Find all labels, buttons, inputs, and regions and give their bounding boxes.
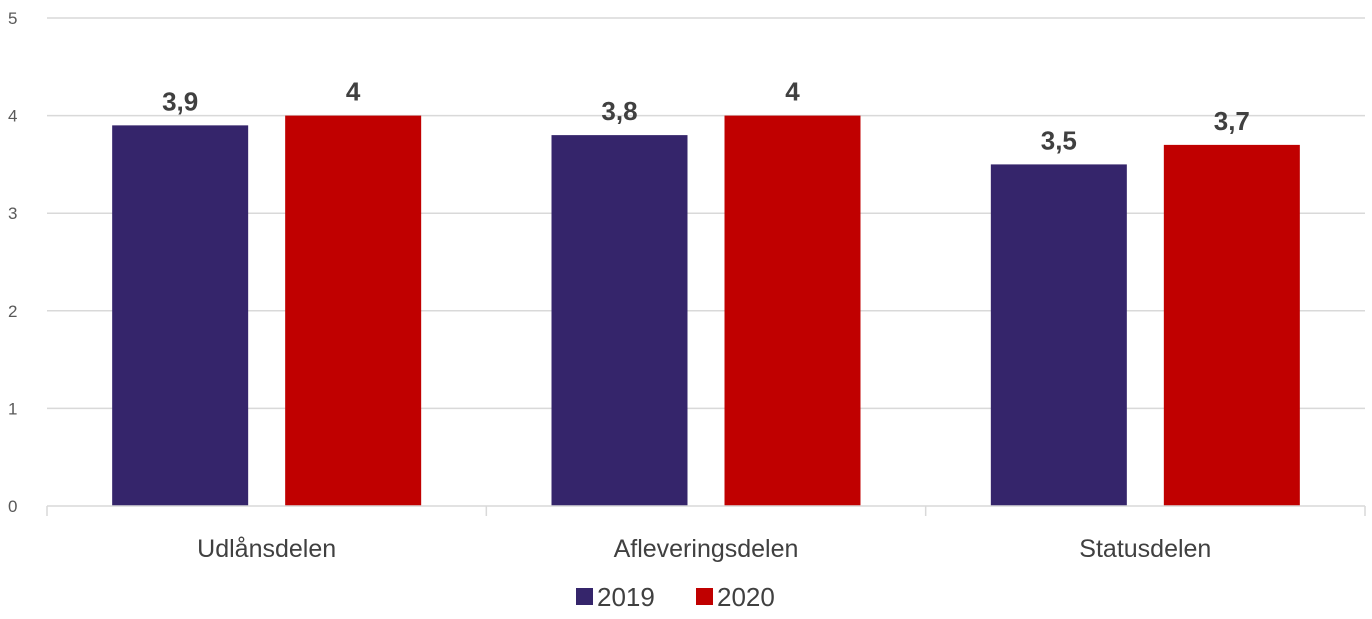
data-label: 4 [785, 77, 800, 107]
x-axis: Udlånsdelen Afleveringsdelen Statusdelen [46, 505, 1366, 563]
legend: 2019 2020 [576, 582, 775, 612]
y-tick-label: 4 [8, 107, 17, 126]
x-tick-label: Udlånsdelen [197, 535, 336, 563]
legend-item-2020: 2020 [696, 582, 775, 612]
data-label: 3,7 [1214, 106, 1250, 136]
y-tick-label: 3 [8, 204, 17, 223]
data-label: 3,9 [162, 86, 198, 116]
y-tick-label: 5 [8, 9, 17, 28]
legend-swatch [576, 588, 593, 605]
data-label: 4 [346, 77, 361, 107]
y-tick-label: 1 [8, 399, 17, 418]
legend-label: 2019 [597, 582, 655, 612]
bars [112, 115, 1300, 507]
gridlines [47, 17, 1365, 410]
data-label: 3,5 [1041, 125, 1077, 155]
bar-2019-0 [112, 125, 249, 507]
bar-2020-2 [1163, 144, 1300, 506]
bar-2019-2 [990, 164, 1127, 506]
bar-2019-1 [551, 135, 688, 506]
bar-2020-1 [724, 115, 861, 506]
y-tick-label: 0 [8, 497, 17, 516]
legend-item-2019: 2019 [576, 582, 655, 612]
legend-label: 2020 [717, 582, 775, 612]
y-tick-label: 2 [8, 302, 17, 321]
x-tick-label: Afleveringsdelen [614, 535, 799, 563]
x-tick-label: Statusdelen [1079, 535, 1211, 563]
data-label: 3,8 [601, 96, 637, 126]
bar-2020-0 [285, 115, 422, 506]
legend-swatch [696, 588, 713, 605]
y-axis-ticks: 0 1 2 3 4 5 [8, 9, 17, 516]
data-labels: 3,9 4 3,8 4 3,5 3,7 [162, 77, 1250, 156]
